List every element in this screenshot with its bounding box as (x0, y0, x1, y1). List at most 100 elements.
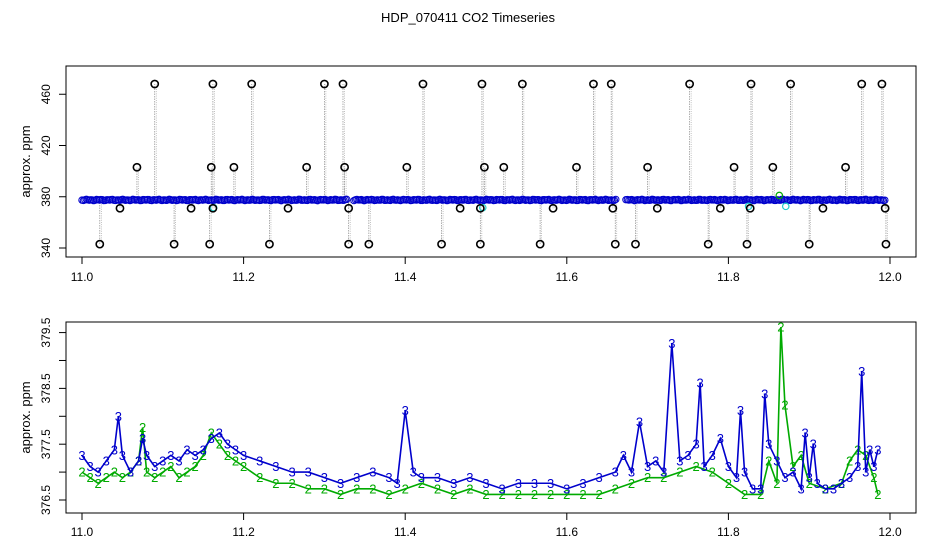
raw-outlier-point (685, 79, 695, 89)
raw-baseline-point (852, 195, 860, 204)
series-2-marker: 2 (111, 465, 118, 480)
series-3-marker: 3 (385, 470, 392, 485)
series-3-marker: 3 (434, 470, 441, 485)
series-3-marker: 3 (838, 476, 845, 491)
raw-outlier-point (208, 79, 218, 89)
series-2-marker: 2 (385, 487, 392, 502)
raw-outlier-point (606, 79, 616, 89)
raw-outlier-point (703, 239, 713, 249)
raw-outlier-point (302, 162, 312, 172)
series-3-marker: 3 (321, 470, 328, 485)
series-2-marker: 2 (418, 476, 425, 491)
raw-outlier-point (477, 79, 487, 89)
series-3-marker: 3 (644, 459, 651, 474)
series-2-marker: 2 (272, 476, 279, 491)
series-2-marker: 2 (143, 465, 150, 480)
filtered-x-tick-label: 11.8 (717, 525, 740, 539)
series-3-marker: 3 (692, 437, 699, 452)
raw-outlier-point (881, 239, 891, 249)
filtered-x-tick-label: 11.6 (556, 525, 579, 539)
series-3-marker: 3 (741, 465, 748, 480)
raw-baseline-point (332, 195, 341, 204)
raw-outlier-point (186, 203, 196, 213)
raw-outlier-point (535, 239, 545, 249)
raw-outlier-point (475, 203, 485, 213)
raw-outlier-point (418, 79, 428, 89)
series-2-marker: 2 (139, 420, 146, 435)
series-3-marker: 3 (814, 476, 821, 491)
series-2-marker: 2 (757, 487, 764, 502)
raw-outlier-point (631, 239, 640, 249)
series-2-marker: 2 (563, 487, 570, 502)
series-3-marker: 3 (773, 453, 780, 468)
series-3-marker: 3 (733, 470, 740, 485)
series-3-marker: 3 (305, 465, 312, 480)
series-3-marker: 3 (802, 426, 809, 441)
series-2-marker: 2 (95, 476, 102, 491)
series-2-marker: 2 (765, 453, 772, 468)
series-2-marker: 2 (596, 487, 603, 502)
series-3-marker: 3 (668, 336, 675, 351)
series-3-marker: 3 (596, 470, 603, 485)
series-2-marker: 2 (167, 459, 174, 474)
series-2-marker: 2 (781, 398, 788, 413)
series-2-marker: 2 (78, 465, 85, 480)
raw-outlier-point (344, 203, 354, 213)
series-3-marker: 3 (515, 476, 522, 491)
series-2-marker: 2 (216, 437, 223, 452)
raw-outlier-point (841, 162, 850, 172)
filtered-y-tick-label: 379.5 (39, 317, 53, 347)
series-2-marker: 2 (119, 470, 126, 485)
raw-baseline-point (574, 196, 582, 205)
raw-y-tick-label: 460 (39, 84, 53, 104)
series-3-marker: 3 (86, 459, 93, 474)
series-2-marker: 2 (175, 470, 182, 485)
raw-baseline-point (379, 195, 387, 204)
series-3-marker: 3 (410, 465, 417, 480)
raw-baseline-point (343, 195, 351, 204)
series-2-marker: 2 (612, 481, 619, 496)
series-3-marker: 3 (127, 465, 134, 480)
series-2-marker: 2 (305, 481, 312, 496)
series-2-marker: 2 (798, 448, 805, 463)
series-3-marker: 3 (761, 386, 768, 401)
series-3-marker: 3 (854, 459, 861, 474)
raw-outlier-point (746, 79, 756, 89)
raw-y-tick-label: 380 (39, 186, 53, 206)
raw-baseline-point (612, 195, 620, 204)
series-3-marker: 3 (418, 470, 425, 485)
raw-baseline-point (769, 195, 777, 204)
series-3-marker: 3 (167, 448, 174, 463)
series-3-marker: 3 (806, 470, 813, 485)
series-3-marker: 3 (224, 437, 231, 452)
raw-baseline-point (174, 196, 182, 204)
series-2-marker: 2 (151, 470, 158, 485)
series-2-line (81, 326, 879, 496)
series-3-marker: 3 (208, 431, 215, 446)
series-2-marker: 2 (434, 481, 441, 496)
raw-outlier-point (877, 79, 887, 89)
raw-outlier-point (804, 239, 814, 249)
series-3-marker: 3 (482, 476, 489, 491)
series-3-line (81, 343, 879, 492)
series-3-marker: 3 (874, 442, 881, 457)
raw-plot-frame (65, 65, 917, 258)
series-2-marker: 2 (846, 453, 853, 468)
series-3-marker: 3 (78, 448, 85, 463)
raw-outlier-point (742, 239, 752, 249)
filtered-y-tick-label: 377.5 (39, 429, 53, 459)
series-3-marker: 3 (866, 442, 873, 457)
series-3-marker: 3 (749, 481, 756, 496)
series-3-marker: 3 (115, 409, 122, 424)
series-2-marker: 2 (159, 465, 166, 480)
filtered-y-tick-label: 376.5 (39, 485, 53, 515)
raw-y-axis-label: approx. ppm (18, 125, 33, 197)
series-3-marker: 3 (846, 470, 853, 485)
series-3-marker: 3 (636, 414, 643, 429)
series-3-marker: 3 (709, 448, 716, 463)
raw-outlier-point (548, 203, 558, 213)
series-3-marker: 3 (151, 459, 158, 474)
raw-outlier-point (517, 79, 527, 89)
series-2-marker: 2 (192, 459, 199, 474)
